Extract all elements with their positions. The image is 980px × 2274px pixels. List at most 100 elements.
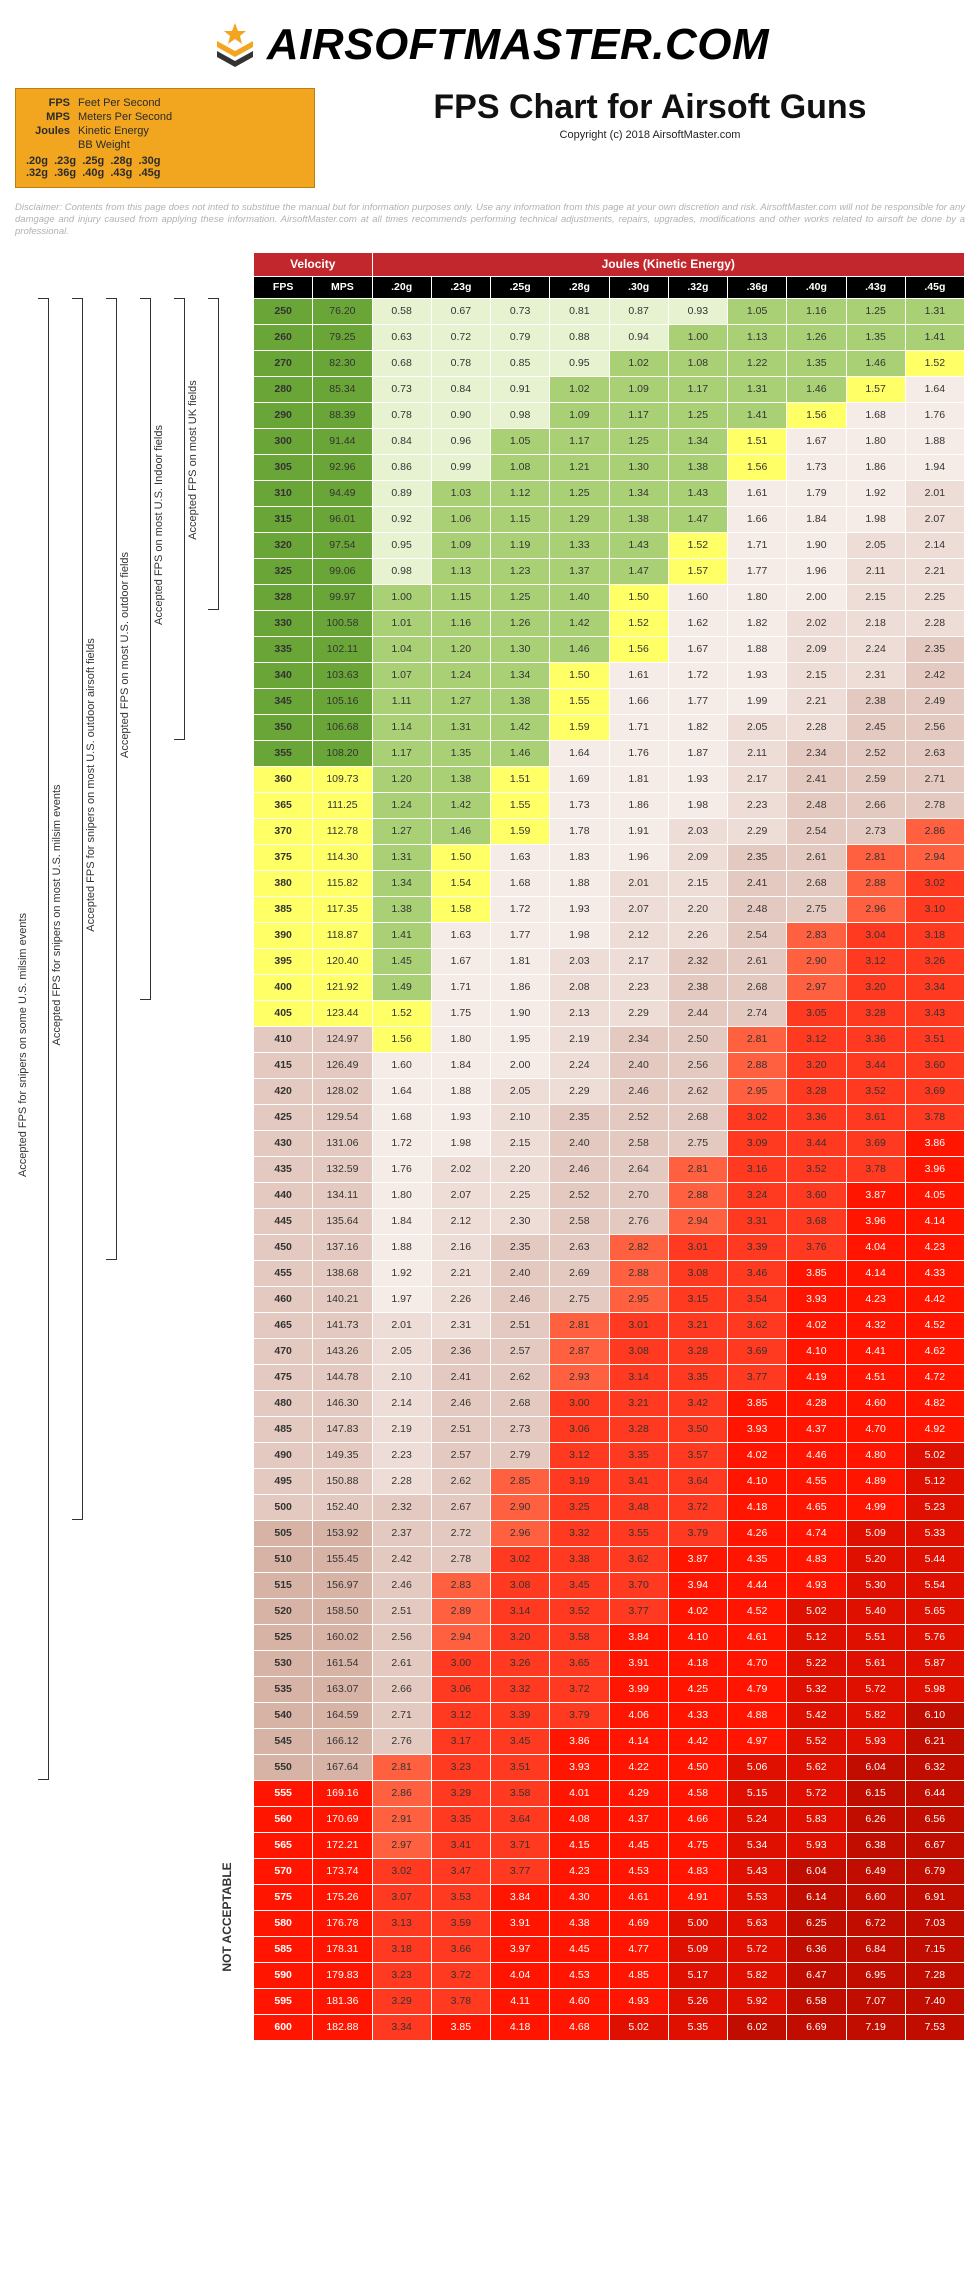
fps-cell: 560 (254, 1806, 313, 1832)
mps-cell: 150.88 (313, 1468, 372, 1494)
joule-cell: 1.86 (609, 792, 668, 818)
fps-cell: 575 (254, 1884, 313, 1910)
joule-cell: 4.85 (609, 1962, 668, 1988)
table-row: 490149.352.232.572.793.123.353.574.024.4… (254, 1442, 965, 1468)
joule-cell: 6.10 (905, 1702, 964, 1728)
joule-cell: 1.25 (609, 428, 668, 454)
joule-cell: 1.01 (372, 610, 431, 636)
table-row: 455138.681.922.212.402.692.883.083.463.8… (254, 1260, 965, 1286)
joule-cell: 5.61 (846, 1650, 905, 1676)
joule-cell: 1.35 (431, 740, 490, 766)
joule-cell: 3.61 (846, 1104, 905, 1130)
joule-cell: 2.93 (550, 1364, 609, 1390)
mps-cell: 99.97 (313, 584, 372, 610)
mps-cell: 79.25 (313, 324, 372, 350)
joule-cell: 2.29 (728, 818, 787, 844)
joule-cell: 4.11 (491, 1988, 550, 2014)
joule-cell: 0.85 (491, 350, 550, 376)
table-row: 475144.782.102.412.622.933.143.353.774.1… (254, 1364, 965, 1390)
joule-cell: 1.75 (431, 1000, 490, 1026)
joule-cell: 3.24 (728, 1182, 787, 1208)
joule-cell: 4.02 (668, 1598, 727, 1624)
fps-cell: 505 (254, 1520, 313, 1546)
fps-cell: 305 (254, 454, 313, 480)
joule-cell: 4.32 (846, 1312, 905, 1338)
joule-cell: 1.42 (431, 792, 490, 818)
joule-cell: 3.32 (491, 1676, 550, 1702)
joule-cell: 1.30 (609, 454, 668, 480)
joule-cell: 2.59 (846, 766, 905, 792)
fps-cell: 580 (254, 1910, 313, 1936)
joule-cell: 2.26 (431, 1286, 490, 1312)
joule-cell: 2.17 (609, 948, 668, 974)
joule-cell: 2.35 (491, 1234, 550, 1260)
table-row: 575175.263.073.533.844.304.614.915.536.1… (254, 1884, 965, 1910)
joule-cell: 5.06 (728, 1754, 787, 1780)
joule-cell: 4.08 (550, 1806, 609, 1832)
joule-cell: 1.46 (846, 350, 905, 376)
table-row: 560170.692.913.353.644.084.374.665.245.8… (254, 1806, 965, 1832)
joule-cell: 3.72 (550, 1676, 609, 1702)
joule-cell: 3.38 (550, 1546, 609, 1572)
table-row: 31596.010.921.061.151.291.381.471.661.84… (254, 506, 965, 532)
joule-cell: 7.40 (905, 1988, 964, 2014)
fps-cell: 565 (254, 1832, 313, 1858)
joule-cell: 3.23 (431, 1754, 490, 1780)
joule-cell: 3.18 (905, 922, 964, 948)
joule-cell: 1.56 (728, 454, 787, 480)
joule-cell: 4.70 (846, 1416, 905, 1442)
table-row: 495150.882.282.622.853.193.413.644.104.5… (254, 1468, 965, 1494)
brand-logo-icon (211, 21, 259, 69)
joule-cell: 4.74 (787, 1520, 846, 1546)
joule-cell: 0.98 (372, 558, 431, 584)
joule-cell: 4.60 (846, 1390, 905, 1416)
mps-cell: 179.83 (313, 1962, 372, 1988)
joule-cell: 1.79 (787, 480, 846, 506)
joule-cell: 1.62 (668, 610, 727, 636)
joule-cell: 5.83 (787, 1806, 846, 1832)
table-row: 550167.642.813.233.513.934.224.505.065.6… (254, 1754, 965, 1780)
joule-cell: 2.81 (846, 844, 905, 870)
joule-cell: 1.27 (431, 688, 490, 714)
column-header: .40g (787, 276, 846, 298)
joule-cell: 5.09 (668, 1936, 727, 1962)
joule-cell: 3.62 (728, 1312, 787, 1338)
range-bracket: Accepted FPS on most U.S. outdoor fields (117, 298, 151, 1000)
joule-cell: 5.62 (787, 1754, 846, 1780)
joule-cell: 4.52 (905, 1312, 964, 1338)
joule-cell: 3.06 (550, 1416, 609, 1442)
mps-cell: 132.59 (313, 1156, 372, 1182)
joule-cell: 1.82 (728, 610, 787, 636)
joule-cell: 3.51 (491, 1754, 550, 1780)
joule-cell: 3.55 (609, 1520, 668, 1546)
mps-cell: 141.73 (313, 1312, 372, 1338)
joule-cell: 5.92 (728, 1988, 787, 2014)
brackets-column: Accepted FPS for snipers on some U.S. mi… (15, 252, 253, 2041)
joule-cell: 4.70 (728, 1650, 787, 1676)
joule-cell: 2.46 (609, 1078, 668, 1104)
joule-cell: 3.85 (787, 1260, 846, 1286)
joule-cell: 1.71 (431, 974, 490, 1000)
table-row: 355108.201.171.351.461.641.761.872.112.3… (254, 740, 965, 766)
table-row: 330100.581.011.161.261.421.521.621.822.0… (254, 610, 965, 636)
joule-cell: 4.51 (846, 1364, 905, 1390)
joule-cell: 6.36 (787, 1936, 846, 1962)
joule-cell: 1.96 (787, 558, 846, 584)
joule-cell: 0.96 (431, 428, 490, 454)
joule-cell: 2.17 (728, 766, 787, 792)
column-header: .32g (668, 276, 727, 298)
joule-cell: 3.71 (491, 1832, 550, 1858)
joule-cell: 0.91 (491, 376, 550, 402)
fps-cell: 395 (254, 948, 313, 974)
mps-cell: 124.97 (313, 1026, 372, 1052)
joule-cell: 4.68 (550, 2014, 609, 2040)
joule-cell: 2.11 (728, 740, 787, 766)
joule-cell: 4.62 (905, 1338, 964, 1364)
joule-cell: 0.95 (372, 532, 431, 558)
joule-cell: 3.34 (905, 974, 964, 1000)
joule-cell: 1.09 (609, 376, 668, 402)
mps-cell: 137.16 (313, 1234, 372, 1260)
joule-cell: 1.82 (668, 714, 727, 740)
joule-cell: 1.77 (491, 922, 550, 948)
legend-value: Feet Per Second (78, 97, 304, 109)
